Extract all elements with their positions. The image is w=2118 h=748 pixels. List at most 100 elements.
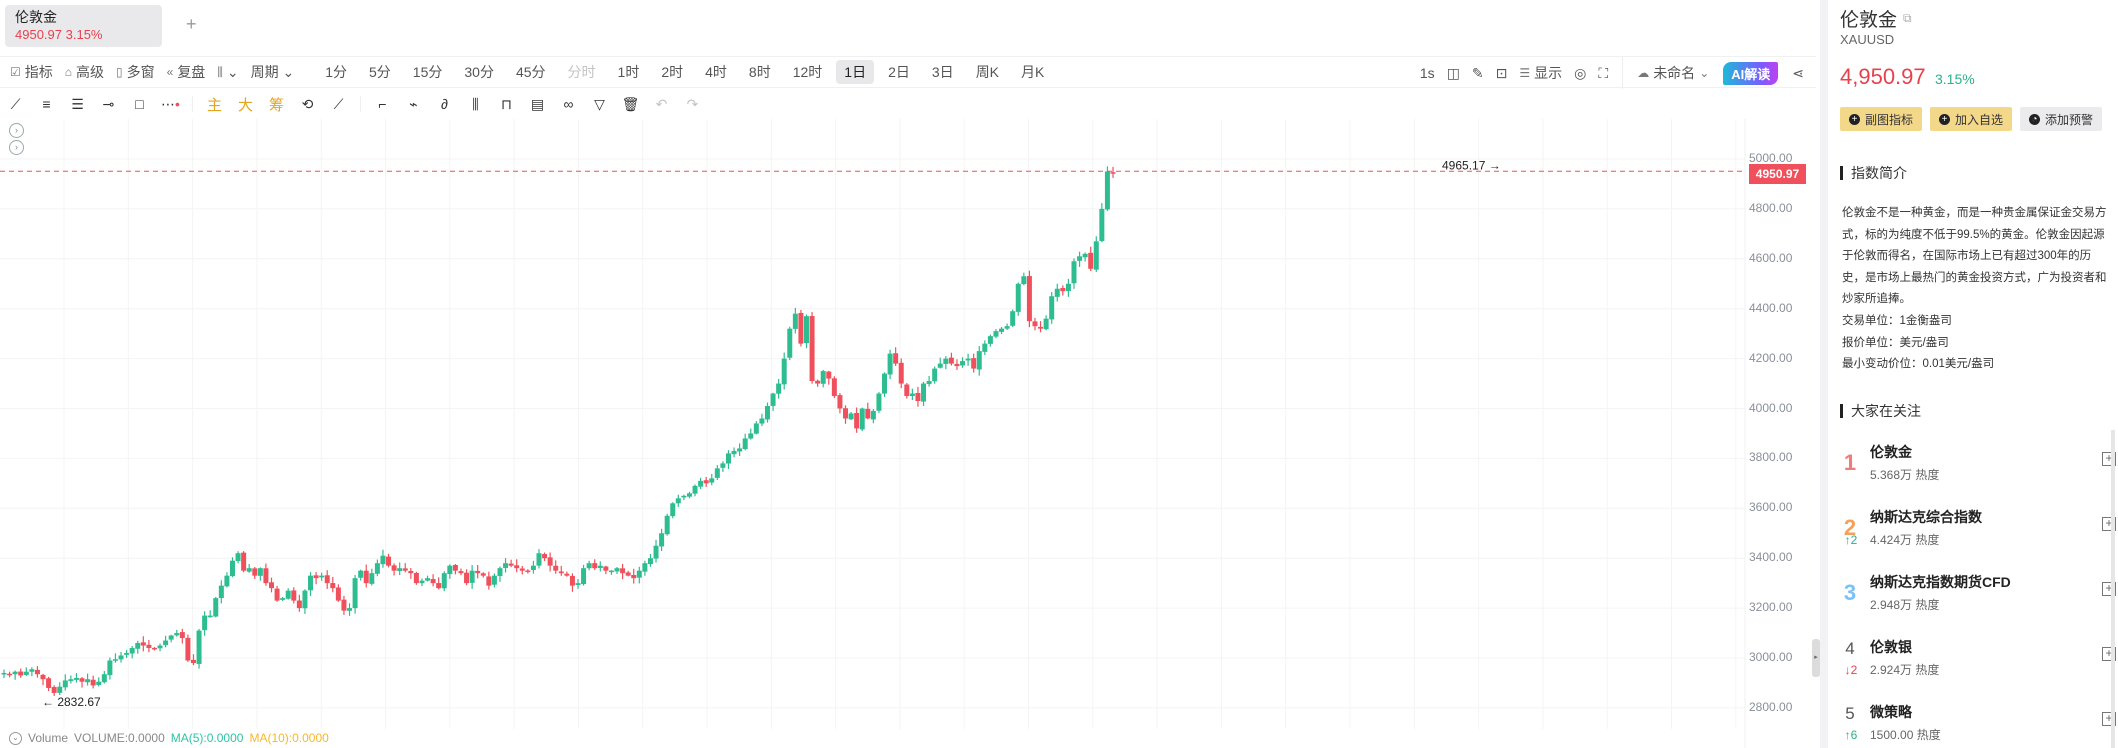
rank-change: ↑2 (1844, 533, 1858, 547)
price-tick-label: 3600.00 (1749, 500, 1793, 515)
divider (1622, 57, 1624, 89)
interval-button[interactable]: 1s (1419, 65, 1435, 81)
add-watchlist-icon[interactable]: + (2102, 582, 2116, 596)
tab-bar: 伦敦金 4950.97 3.15% + (0, 0, 1816, 56)
trend-line-icon[interactable]: ⟋ (10, 95, 21, 112)
add-watchlist-icon[interactable]: + (2102, 452, 2116, 466)
link-icon[interactable]: ∞ (563, 96, 574, 112)
big-order-button[interactable]: 大 (237, 96, 253, 114)
layout-dropdown[interactable]: ☁ 未命名 ⌄ (1637, 65, 1710, 81)
period-button[interactable]: 4时 (705, 64, 727, 80)
period-button[interactable]: 2日 (888, 64, 910, 80)
period-button[interactable]: 12时 (792, 64, 823, 80)
toolbar-item[interactable]: ⫼ ⌄ (217, 63, 239, 80)
period-button[interactable]: 5分 (369, 64, 391, 80)
hot-item-name: 伦敦金 (1870, 444, 1912, 460)
add-watchlist-icon[interactable]: + (2102, 712, 2116, 726)
toolbar-item[interactable]: «复盘 (166, 64, 206, 80)
price-tick-label: 3200.00 (1749, 600, 1793, 615)
display-button[interactable]: ☰ 显示 (1519, 65, 1563, 81)
bookmark-icon[interactable]: ⌐ (378, 96, 387, 112)
settings-icon[interactable]: ◎ (1574, 64, 1587, 81)
replay-icon: « (166, 65, 174, 79)
parallel-lines-icon[interactable]: ≡ (42, 96, 51, 112)
toolbar-item[interactable]: 周期 ⌄ (250, 64, 295, 80)
ai-interpret-button[interactable]: AI解读 (1723, 61, 1779, 85)
period-button[interactable]: 分时 (567, 64, 596, 80)
drawing-toolbar: ⟋ ≡ ☰ ⊸ □ ⋯• 主 大 筹 ⟲ ⟋ ⌐ ⌁ ∂ ⫼ ⊓ ▤ ∞ ▽ 🗑… (0, 89, 1816, 119)
hot-item-name: 伦敦银 (1870, 639, 1912, 655)
add-watchlist-icon[interactable]: + (2102, 647, 2116, 661)
expand-indicator-icon[interactable]: › (9, 140, 24, 155)
hot-item-heat: 2.948万 热度 (1870, 598, 1940, 612)
hot-list-item[interactable]: 5 ↑6 微策略 1500.00 热度 + (1840, 690, 2116, 748)
filter-icon[interactable]: ▽ (594, 95, 605, 112)
fact-quote-unit: 报价单位：美元/盎司 (1842, 336, 1949, 349)
add-tab-button[interactable]: + (186, 14, 197, 34)
price-tick-label: 3000.00 (1749, 650, 1793, 664)
rectangle-icon[interactable]: □ (135, 96, 144, 112)
symbol-price: 4,950.97 (1840, 64, 1926, 89)
horizontal-lines-icon[interactable]: ☰ (71, 95, 84, 112)
share-icon[interactable]: ⋖ (1792, 64, 1804, 81)
sidebar-action-button[interactable]: + 加入自选 (1930, 107, 2013, 131)
trash-icon[interactable]: 🗑 (621, 95, 640, 112)
toolbar-item[interactable]: ⌂ 高级 (64, 64, 105, 80)
main-indicator-button[interactable]: 主 (206, 96, 222, 114)
period-button[interactable]: 30分 (464, 64, 494, 80)
collapse-volume-icon[interactable]: ⌄ (9, 731, 22, 745)
chart-canvas[interactable]: 4965.17 → ← 2832.67 (0, 119, 1808, 748)
period-button[interactable]: 周K (975, 64, 1000, 80)
period-button[interactable]: 8时 (748, 64, 771, 80)
period-button[interactable]: 3日 (931, 64, 954, 80)
copy-icon[interactable]: ⧉ (1903, 11, 1912, 25)
ruler-icon[interactable]: ⌁ (409, 95, 418, 112)
hot-item-heat: 1500.00 热度 (1870, 728, 1941, 742)
sync-drawing-icon[interactable]: ⟲ (301, 95, 314, 112)
undo-icon[interactable]: ↶ (655, 95, 668, 112)
hot-list-item[interactable]: 3 纳斯达克指数期货CFD 2.948万 热度 + (1840, 560, 2116, 625)
sidebar-action-button[interactable]: ◔ 添加预警 (2020, 107, 2103, 131)
lock-icon[interactable]: ⊓ (501, 95, 512, 112)
chip-distribution-button[interactable]: 筹 (268, 96, 284, 114)
hot-list-item[interactable]: 4 ↓2 伦敦银 2.924万 热度 + (1840, 625, 2116, 690)
camera-icon[interactable]: ◫ (1446, 64, 1460, 81)
redo-icon[interactable]: ↷ (686, 95, 699, 112)
horizontal-ray-icon[interactable]: ⊸ (102, 95, 115, 112)
expand-indicator-icon[interactable]: › (9, 123, 24, 138)
plus-circle-icon: + (1849, 113, 1860, 125)
symbol-change-pct: 3.15% (1935, 71, 1975, 87)
chart-line-icon: ☑ (10, 65, 21, 79)
period-button[interactable]: 45分 (515, 64, 546, 80)
magnet-icon[interactable]: ∂ (441, 96, 448, 112)
period-button[interactable]: 15分 (412, 64, 443, 80)
period-button[interactable]: 月K (1021, 64, 1045, 80)
hot-list-item[interactable]: 2 ↑2 纳斯达克综合指数 4.424万 热度 + (1840, 495, 2116, 560)
fact-trade-unit: 交易单位：1金衡盎司 (1842, 314, 1952, 327)
hot-item-name: 纳斯达克指数期货CFD (1870, 574, 2011, 590)
add-annotation-icon[interactable]: ⊡ (1495, 64, 1508, 81)
sidebar-scrollbar[interactable] (2111, 430, 2115, 748)
more-tools-icon[interactable]: ⋯• (161, 95, 180, 112)
period-button[interactable]: 1分 (325, 64, 347, 80)
period-button[interactable]: 1日 (836, 60, 875, 84)
pencil-icon[interactable]: ✎ (1471, 64, 1484, 81)
candle-pattern-icon[interactable]: ⫼ (472, 95, 479, 112)
fullscreen-icon[interactable]: ⛶ (1598, 64, 1609, 81)
hot-list-item[interactable]: 1 伦敦金 5.368万 热度 + (1840, 430, 2116, 495)
period-button[interactable]: 1时 (617, 64, 640, 80)
toolbar-item[interactable]: ▯ 多窗 (116, 64, 155, 80)
toolbar-item[interactable]: ☑ 指标 (10, 64, 53, 80)
period-button[interactable]: 2时 (661, 64, 684, 80)
hot-item-heat: 4.424万 热度 (1870, 533, 1940, 547)
collapse-sidebar-handle[interactable]: ▸ (1812, 639, 1820, 677)
symbol-tab[interactable]: 伦敦金 4950.97 3.15% (5, 5, 162, 47)
measure-icon[interactable]: ⟋ (333, 95, 344, 112)
price-tick-label: 4000.00 (1749, 400, 1793, 415)
cloud-icon: ☁ (1637, 66, 1650, 80)
add-watchlist-icon[interactable]: + (2102, 517, 2116, 531)
hot-item-name: 微策略 (1870, 704, 1912, 720)
edit-layer-icon[interactable]: ▤ (530, 95, 545, 112)
candlestick-chart[interactable]: 4965.17 → ← 2832.67 › › (0, 119, 1808, 748)
sidebar-action-button[interactable]: + 副图指标 (1840, 107, 1923, 131)
